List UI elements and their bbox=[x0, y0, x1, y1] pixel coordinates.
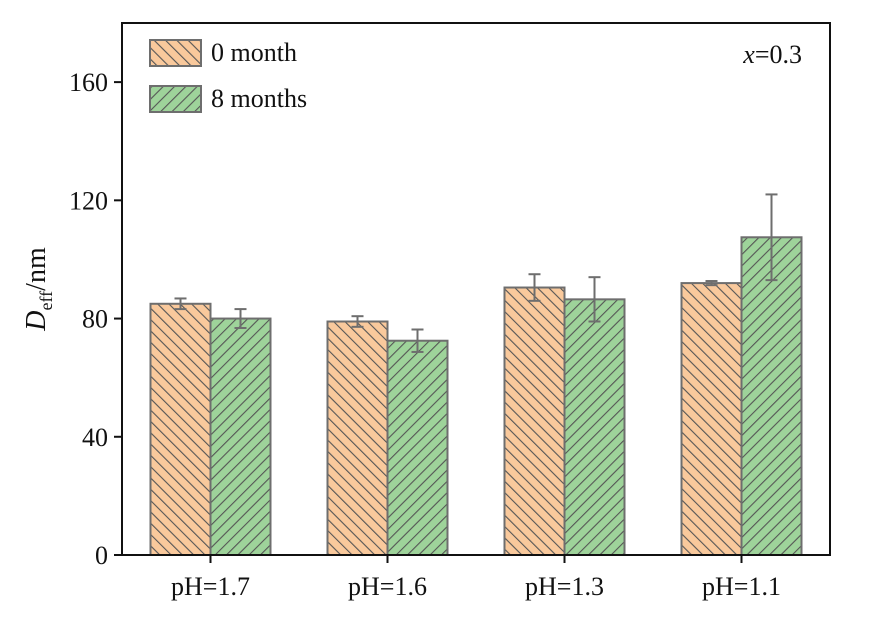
x-tick-label: pH=1.1 bbox=[702, 572, 781, 601]
bars-group bbox=[149, 236, 803, 556]
legend-label-8-months: 8 months bbox=[211, 84, 307, 113]
y-tick-label: 40 bbox=[82, 423, 108, 452]
error-bar-0-month-4 bbox=[705, 280, 718, 287]
error-bar-8-months-1 bbox=[234, 308, 247, 330]
y-tick-label: 160 bbox=[69, 68, 108, 97]
error-bar-8-months-3 bbox=[588, 276, 601, 323]
error-bars-group bbox=[174, 193, 778, 353]
error-bar-0-month-2 bbox=[351, 315, 364, 328]
bar-0-month-3 bbox=[503, 286, 566, 556]
error-bar-0-month-1 bbox=[174, 297, 187, 311]
x-axis-ticks: pH=1.7 pH=1.6 pH=1.3 pH=1.1 bbox=[171, 555, 781, 601]
y-tick-label: 80 bbox=[82, 305, 108, 334]
y-axis-ticks: 0 40 80 120 160 bbox=[69, 68, 122, 570]
error-bar-8-months-4 bbox=[765, 193, 778, 282]
bar-0-month-4 bbox=[680, 282, 743, 556]
legend-swatch-0-month bbox=[149, 39, 202, 67]
bar-0-month-1 bbox=[149, 302, 212, 556]
plot-frame bbox=[121, 22, 831, 556]
x-tick-label: pH=1.6 bbox=[348, 572, 427, 601]
legend-swatch-8-months bbox=[149, 85, 202, 113]
error-bar-0-month-3 bbox=[528, 273, 541, 302]
x-tick-label: pH=1.3 bbox=[525, 572, 604, 601]
error-bar-8-months-2 bbox=[411, 328, 424, 353]
bar-0-month-2 bbox=[326, 320, 389, 556]
x-tick-label: pH=1.7 bbox=[171, 572, 250, 601]
legend: 0 month 8 months bbox=[149, 38, 307, 113]
y-tick-label: 120 bbox=[69, 186, 108, 215]
annotation-x-value: x=0.3 bbox=[742, 40, 802, 69]
y-axis-label: Deff/nm bbox=[21, 247, 56, 332]
legend-label-0-month: 0 month bbox=[211, 38, 297, 67]
bar-8-months-3 bbox=[563, 298, 626, 556]
bar-8-months-1 bbox=[209, 317, 272, 556]
y-tick-label: 0 bbox=[95, 541, 108, 570]
bar-8-months-2 bbox=[386, 339, 449, 556]
bar-8-months-4 bbox=[740, 236, 803, 556]
